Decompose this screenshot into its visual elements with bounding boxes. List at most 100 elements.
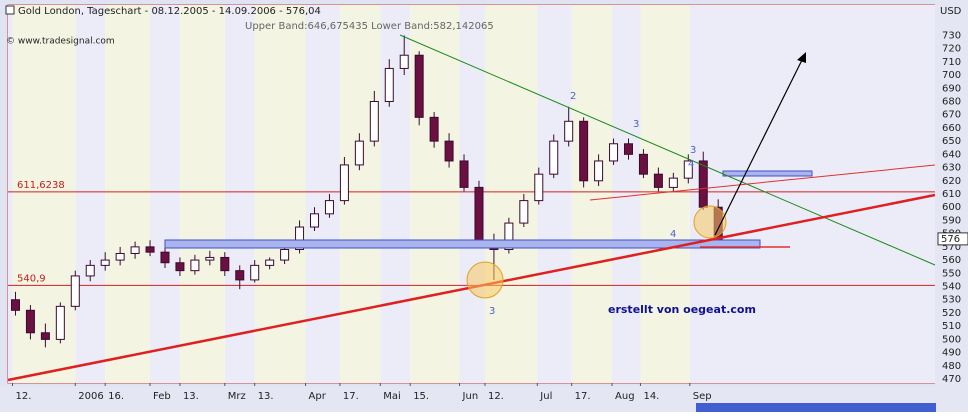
candle-body — [579, 120, 589, 182]
source: © www.tradesignal.com — [6, 37, 115, 47]
x-tick-label: Sep — [693, 391, 712, 402]
x-tick-label: 13. — [258, 391, 274, 402]
candle-body — [220, 256, 230, 272]
y-tick-label: 490 — [942, 348, 961, 359]
y-tick-label: 500 — [942, 334, 961, 345]
band-stripe — [105, 5, 151, 383]
y-tick-label: 620 — [942, 176, 961, 187]
candle-body — [459, 160, 469, 188]
y-tick-label: 480 — [942, 361, 961, 372]
band-stripe — [75, 5, 106, 383]
candle-body — [310, 213, 320, 228]
x-tick-label: 14. — [643, 391, 659, 402]
candle-body — [85, 264, 95, 277]
x-tick-label: 17. — [575, 391, 591, 402]
wave-label: 3 — [633, 119, 639, 130]
subtitle: Upper Band:646,675435 Lower Band:582,142… — [245, 21, 494, 32]
support-zone — [164, 239, 761, 249]
candle-body — [190, 259, 200, 272]
candle-body — [40, 332, 50, 340]
candle-body — [25, 309, 35, 334]
level-label: 611,6238 — [17, 180, 65, 191]
y-tick-label: 470 — [942, 374, 961, 385]
resistance-zone — [722, 170, 813, 177]
candle-body — [130, 246, 140, 254]
candle-body — [534, 173, 544, 202]
band-stripe — [224, 5, 255, 383]
candle-body — [55, 305, 65, 340]
candle-body — [160, 251, 170, 264]
candle-body — [594, 160, 604, 182]
candle-body — [429, 116, 439, 142]
wave-label: 2 — [570, 91, 576, 102]
chart-title: Gold London, Tageschart - 08.12.2005 - 1… — [18, 6, 321, 17]
x-tick-label: Feb — [153, 391, 171, 402]
candle-body — [205, 256, 215, 261]
x-tick-label: 15. — [413, 391, 429, 402]
y-tick-label: 690 — [942, 83, 961, 94]
band-stripe — [305, 5, 340, 383]
candle-body — [549, 140, 559, 175]
menu-icon[interactable] — [5, 5, 15, 15]
y-tick-label: 590 — [942, 215, 961, 226]
y-tick-label: 640 — [942, 149, 961, 160]
candle-body — [474, 186, 484, 241]
band-stripe — [150, 5, 180, 383]
y-tick-label: 730 — [942, 30, 961, 41]
candle-body — [444, 140, 454, 162]
candle-body — [414, 54, 424, 118]
y-tick-label: 700 — [942, 70, 961, 81]
x-tick-label: 17. — [343, 391, 359, 402]
candle-body — [115, 252, 125, 261]
last-price-box — [937, 232, 968, 246]
candle-body — [324, 200, 334, 215]
wave-label: 4 — [688, 159, 694, 170]
candle-body — [668, 177, 678, 188]
band-stripe — [12, 5, 76, 383]
y-tick-label: 710 — [942, 57, 961, 68]
band-stripe — [254, 5, 306, 383]
band-stripe — [179, 5, 225, 383]
candle-body — [504, 222, 514, 251]
y-tick-label: 570 — [942, 242, 961, 253]
y-tick-label: 660 — [942, 123, 961, 134]
x-tick-label: 16. — [108, 391, 124, 402]
x-tick-label: Aug — [615, 391, 635, 402]
candle-body — [145, 246, 155, 253]
x-tick-label: Jun — [462, 391, 479, 402]
candle-body — [519, 200, 529, 224]
band-stripe — [484, 5, 538, 383]
candle-body — [564, 120, 574, 142]
candle-body — [653, 173, 663, 188]
y-tick-label: 510 — [942, 321, 961, 332]
level-label: 540,9 — [17, 273, 46, 284]
scrollbar — [696, 403, 936, 412]
candle-body — [623, 143, 633, 155]
candle-body — [250, 264, 260, 281]
candle-body — [384, 67, 394, 102]
y-tick-label: 650 — [942, 136, 961, 147]
candle-body — [609, 143, 619, 162]
x-tick-label: 2006 — [78, 391, 103, 402]
highlight — [466, 261, 504, 299]
x-tick-label: Apr — [309, 391, 327, 402]
x-tick-label: 12. — [488, 391, 504, 402]
candle-body — [399, 54, 409, 69]
candle-body — [339, 164, 349, 202]
y-tick-label: 540 — [942, 282, 961, 293]
wave-label: 3 — [690, 145, 696, 156]
candle-body — [354, 140, 364, 166]
y-tick-label: 610 — [942, 189, 961, 200]
last-price-label: 576 — [941, 234, 960, 245]
y-tick-label: 560 — [942, 255, 961, 266]
candle-body — [10, 299, 20, 311]
x-tick-label: 13. — [183, 391, 199, 402]
wave-label: 4 — [670, 229, 676, 240]
candle-body — [235, 270, 245, 281]
y-tick-label: 530 — [942, 295, 961, 306]
drawings — [7, 34, 936, 382]
candle-body — [698, 160, 708, 208]
candle-body — [280, 249, 290, 261]
trend-line — [399, 34, 936, 266]
